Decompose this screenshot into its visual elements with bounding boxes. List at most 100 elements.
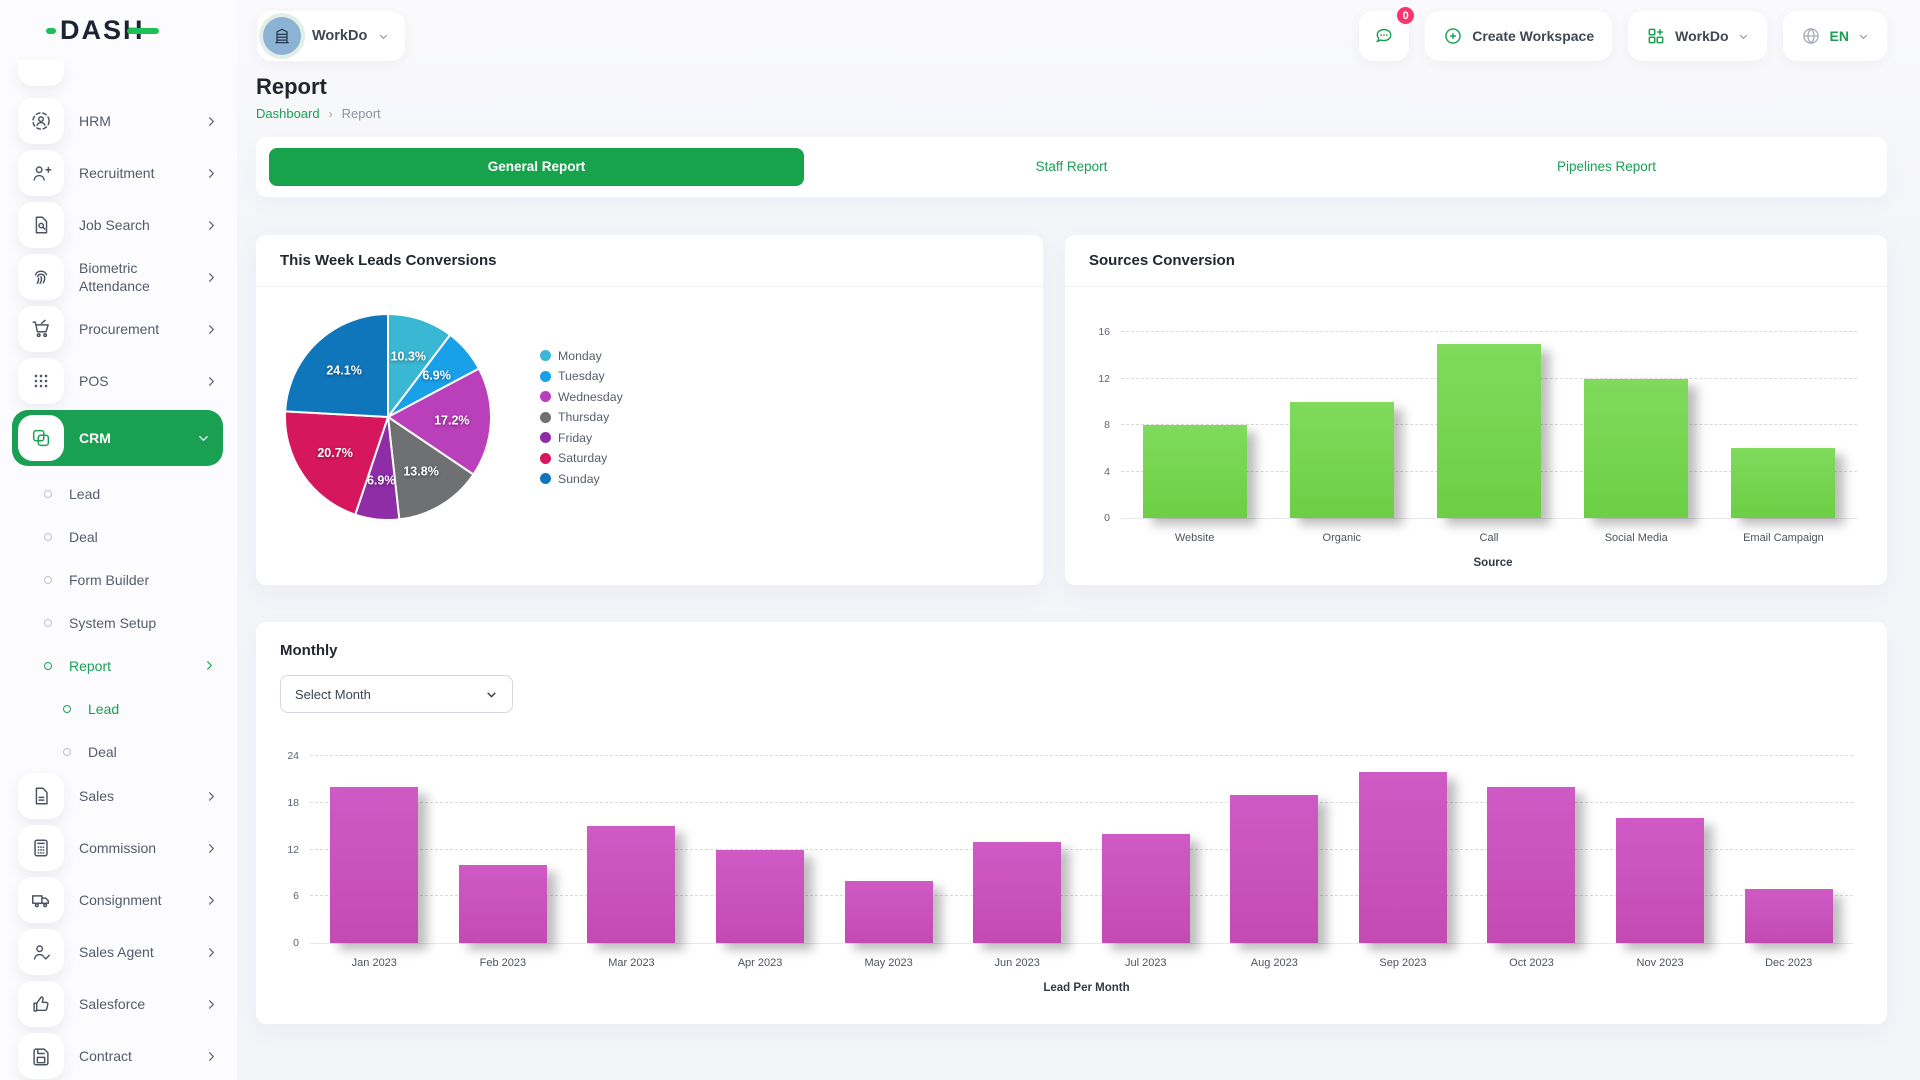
- sources-conversion-card-title: Sources Conversion: [1065, 235, 1887, 287]
- y-axis-tick-label: 0: [1104, 512, 1110, 524]
- sidebar-item-sales-agent[interactable]: Sales Agent: [15, 929, 225, 975]
- y-axis-tick-label: 8: [1104, 419, 1110, 431]
- legend-item-tuesday[interactable]: Tuesday: [540, 366, 623, 387]
- legend-item-saturday[interactable]: Saturday: [540, 448, 623, 469]
- sidebar-item-crm[interactable]: CRM: [12, 410, 223, 466]
- bar-slot: [696, 757, 825, 943]
- sidebar-subitem-lead[interactable]: Lead: [15, 687, 225, 730]
- bar-mar-2023: [587, 826, 676, 943]
- x-axis-tick-label: Nov 2023: [1636, 957, 1684, 969]
- hrm-icon: [18, 98, 64, 144]
- sidebar-item-contract[interactable]: Contract: [15, 1033, 225, 1079]
- sidebar-subitem-label: Form Builder: [69, 571, 150, 588]
- topbar: WorkDo 0: [237, 0, 1920, 61]
- sidebar-item-biometric-attendance[interactable]: Biometric Attendance: [15, 254, 225, 300]
- legend-item-sunday[interactable]: Sunday: [540, 468, 623, 489]
- sidebar-item-consignment[interactable]: Consignment: [15, 877, 225, 923]
- monthly-card: Monthly Select Month 0 6 12 18 24 Jan 2023 Feb…: [256, 622, 1887, 1024]
- bar-jan-2023: [330, 787, 419, 943]
- legend-item-thursday[interactable]: Thursday: [540, 407, 623, 428]
- plus-circle-icon: [1443, 26, 1463, 46]
- charts-row: This Week Leads Conversions 10.3% 6.9% 17.…: [256, 235, 1887, 585]
- sidebar-item-pos[interactable]: POS: [15, 358, 225, 404]
- chevron-right-icon: [206, 220, 217, 231]
- legend-label: Sunday: [558, 471, 600, 486]
- x-axis-tick-label: Website: [1174, 532, 1215, 544]
- chevron-right-icon: [206, 272, 217, 283]
- select-month-value: Select Month: [295, 686, 371, 702]
- bullet-circle-icon: [44, 575, 52, 584]
- chevron-right-icon: [206, 1051, 217, 1062]
- sidebar-item-commission[interactable]: Commission: [15, 825, 225, 871]
- bar-aug-2023: [1230, 795, 1319, 943]
- sidebar-item-sales[interactable]: Sales: [15, 773, 225, 819]
- legend-dot-icon: [540, 473, 551, 484]
- bullet-circle-icon: [44, 661, 52, 670]
- sidebar-subitem-form-builder[interactable]: Form Builder: [15, 558, 225, 601]
- sidebar-subitem-label: Deal: [69, 528, 98, 545]
- legend-label: Friday: [558, 430, 593, 445]
- sidebar-item-procurement[interactable]: Procurement: [15, 306, 225, 352]
- legend-item-monday[interactable]: Monday: [540, 345, 623, 366]
- y-axis-tick-label: 0: [293, 937, 299, 949]
- chevron-right-icon: [206, 999, 217, 1010]
- chevron-right-icon: [206, 376, 217, 387]
- sidebar-subitem-deal[interactable]: Deal: [15, 515, 225, 558]
- bar-slot: [1121, 333, 1268, 518]
- monthly-bar-chart: 0 6 12 18 24 Jan 2023 Feb 2023 Mar 2023 Apr 2023…: [287, 750, 1853, 969]
- x-axis-tick-label: Sep 2023: [1379, 957, 1427, 969]
- workdo-apps-button[interactable]: WorkDo: [1628, 11, 1767, 61]
- app-logo-text: DASH: [46, 14, 158, 45]
- tab-pipelines-report[interactable]: Pipelines Report: [1556, 159, 1657, 174]
- sidebar-subitem-lead[interactable]: Lead: [15, 472, 225, 515]
- bar-slot: [1339, 757, 1468, 943]
- sidebar-subitem-system-setup[interactable]: System Setup: [15, 601, 225, 644]
- sidebar-subitem-label: Deal: [88, 743, 117, 760]
- select-month-dropdown[interactable]: Select Month: [280, 675, 513, 713]
- sidebar-item-label: Sales Agent: [79, 943, 154, 960]
- sidebar-item-job-search[interactable]: Job Search: [15, 202, 225, 248]
- legend-item-wednesday[interactable]: Wednesday: [540, 386, 623, 407]
- bar-slot: [1268, 333, 1415, 518]
- bar-feb-2023: [458, 865, 547, 943]
- sidebar-item-label: HRM: [79, 112, 111, 129]
- bar-sep-2023: [1358, 771, 1447, 943]
- legend-item-friday[interactable]: Friday: [540, 427, 623, 448]
- crm-icon: [18, 415, 64, 461]
- messages-button[interactable]: 0: [1359, 5, 1417, 61]
- x-axis-tick-label: Jul 2023: [1124, 957, 1167, 969]
- sources-x-axis-title: Source: [1473, 557, 1513, 569]
- bar-slot: [1415, 333, 1562, 518]
- sidebar-item-salesforce[interactable]: Salesforce: [15, 981, 225, 1027]
- sales-agent-icon: [18, 929, 64, 975]
- breadcrumb: Dashboard › Report: [256, 106, 1887, 121]
- x-axis-tick-label: Jan 2023: [351, 957, 397, 969]
- tab-staff-report[interactable]: Staff Report: [1035, 159, 1108, 174]
- app-logo[interactable]: DASH: [0, 0, 237, 60]
- chevron-right-icon: [206, 895, 217, 906]
- sidebar-subitem-report[interactable]: Report: [15, 644, 225, 687]
- x-axis-tick-label: Organic: [1322, 532, 1362, 544]
- chevron-down-icon: [1858, 31, 1869, 42]
- y-axis-tick-label: 24: [287, 750, 299, 762]
- sidebar-subitem-deal[interactable]: Deal: [15, 730, 225, 773]
- language-selector[interactable]: EN: [1782, 11, 1887, 61]
- breadcrumb-dashboard-link[interactable]: Dashboard: [256, 106, 320, 121]
- create-workspace-button[interactable]: Create Workspace: [1425, 11, 1613, 61]
- tab-general-report[interactable]: General Report: [269, 148, 804, 186]
- bar-slot: [310, 757, 439, 943]
- sidebar-item-recruitment[interactable]: Recruitment: [15, 150, 225, 196]
- bar-social-media: [1584, 378, 1689, 518]
- workspace-avatar: [263, 17, 301, 55]
- sidebar-item-hrm[interactable]: HRM: [15, 98, 225, 144]
- legend-dot-icon: [540, 391, 551, 402]
- pie-slice-value-label: 10.3%: [391, 350, 426, 364]
- workspace-switcher[interactable]: WorkDo: [257, 11, 406, 61]
- breadcrumb-separator: ›: [328, 106, 333, 121]
- procurement-icon: [18, 306, 64, 352]
- bar-jul-2023: [1101, 833, 1190, 943]
- page-title: Report: [256, 74, 327, 99]
- pos-icon: [18, 358, 64, 404]
- bar-slot: [1210, 757, 1339, 943]
- bar-jun-2023: [973, 841, 1062, 943]
